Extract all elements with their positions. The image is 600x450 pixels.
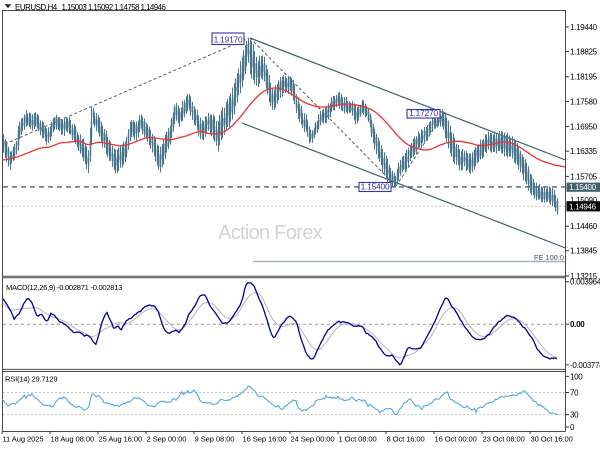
svg-text:1.16950: 1.16950	[570, 123, 598, 132]
svg-text:30 Oct 16:00: 30 Oct 16:00	[531, 435, 573, 444]
svg-text:Action Forex: Action Forex	[218, 222, 323, 244]
svg-text:30: 30	[570, 411, 579, 420]
svg-text:16 Oct 00:00: 16 Oct 00:00	[435, 435, 477, 444]
svg-text:-0.003774: -0.003774	[570, 361, 600, 370]
svg-text:1.19170: 1.19170	[214, 35, 243, 45]
svg-text:1.19440: 1.19440	[570, 23, 598, 32]
svg-text:2 Sep 00:00: 2 Sep 00:00	[147, 435, 187, 444]
svg-text:25 Aug 16:00: 25 Aug 16:00	[99, 435, 143, 444]
svg-text:1.15400: 1.15400	[361, 182, 390, 192]
svg-text:1 Oct 08:00: 1 Oct 08:00	[339, 435, 377, 444]
svg-text:24 Sep 00:00: 24 Sep 00:00	[291, 435, 335, 444]
svg-text:1.18195: 1.18195	[570, 73, 598, 82]
svg-text:1.17270: 1.17270	[409, 108, 438, 118]
svg-text:23 Oct 08:00: 23 Oct 08:00	[483, 435, 525, 444]
svg-text:18 Aug 08:00: 18 Aug 08:00	[51, 435, 95, 444]
svg-text:16 Sep 16:00: 16 Sep 16:00	[243, 435, 287, 444]
svg-text:0.00: 0.00	[570, 320, 585, 329]
svg-text:EURUSD,H4: EURUSD,H4	[15, 3, 58, 12]
svg-text:MACD(12,26,9) -0.002871 -0.002: MACD(12,26,9) -0.002871 -0.002813	[6, 283, 122, 292]
svg-text:9 Sep 08:00: 9 Sep 08:00	[195, 435, 235, 444]
svg-text:1.14460: 1.14460	[570, 222, 598, 231]
svg-text:11 Aug 2025: 11 Aug 2025	[3, 435, 44, 444]
svg-text:1.14946: 1.14946	[569, 202, 597, 211]
svg-text:1.18825: 1.18825	[570, 48, 598, 57]
svg-text:FE 100.0: FE 100.0	[534, 253, 564, 262]
svg-text:1.15705: 1.15705	[570, 172, 598, 181]
svg-text:1.15400: 1.15400	[569, 183, 597, 192]
svg-text:8 Oct 16:00: 8 Oct 16:00	[387, 435, 425, 444]
svg-text:0: 0	[570, 423, 575, 432]
svg-text:RSI(14) 29.7129: RSI(14) 29.7129	[5, 375, 57, 384]
svg-text:1.13845: 1.13845	[570, 247, 598, 256]
svg-text:1.16335: 1.16335	[570, 147, 598, 156]
svg-text:1.17580: 1.17580	[570, 97, 598, 106]
svg-text:1.13215: 1.13215	[570, 272, 598, 281]
svg-text:100: 100	[570, 372, 583, 381]
svg-text:70: 70	[570, 388, 579, 397]
svg-text:0.003964: 0.003964	[570, 278, 600, 287]
svg-text:1.15090: 1.15090	[570, 196, 598, 205]
svg-text:1.15003 1.15092 1.14758 1.1494: 1.15003 1.15092 1.14758 1.14946	[62, 3, 167, 12]
